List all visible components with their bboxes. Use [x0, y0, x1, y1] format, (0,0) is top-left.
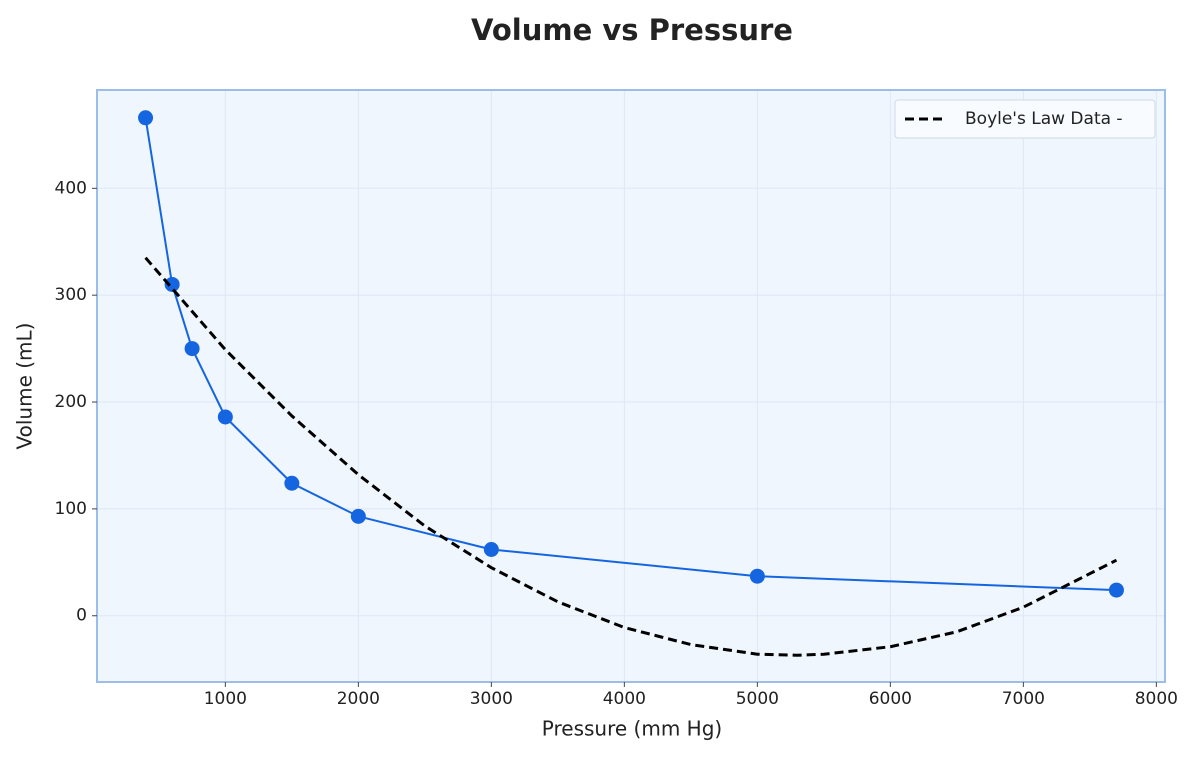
y-tick-label: 300 [55, 285, 87, 305]
data-point [217, 409, 233, 425]
legend-box [894, 99, 1156, 139]
data-point [138, 110, 154, 126]
x-tick-label: 4000 [603, 689, 646, 709]
plot-area [97, 90, 1165, 682]
data-point [483, 541, 499, 557]
plot-border [96, 89, 1166, 683]
x-tick-label: 5000 [736, 689, 779, 709]
x-tick-label: 2000 [337, 689, 380, 709]
x-tick-label: 3000 [470, 689, 513, 709]
y-tick-label: 100 [55, 499, 87, 519]
y-tick-label: 400 [55, 178, 87, 198]
x-tick-label: 8000 [1135, 689, 1178, 709]
legend-label: Boyle's Law Data - [965, 109, 1123, 129]
x-tick-label: 1000 [204, 689, 247, 709]
data-point [164, 276, 180, 292]
y-axis-label: Volume (mL) [13, 323, 37, 450]
data-point [749, 568, 765, 584]
y-tick-label: 0 [76, 606, 87, 626]
x-tick-label: 6000 [869, 689, 912, 709]
data-line [144, 256, 1118, 657]
data-point [1108, 582, 1124, 598]
chart-title: Volume vs Pressure [471, 13, 793, 47]
data-point [284, 475, 300, 491]
x-axis-label: Pressure (mm Hg) [542, 717, 722, 741]
data-point [184, 341, 200, 357]
data-point [350, 508, 366, 524]
x-tick-label: 7000 [1002, 689, 1045, 709]
y-tick-label: 200 [55, 392, 87, 412]
